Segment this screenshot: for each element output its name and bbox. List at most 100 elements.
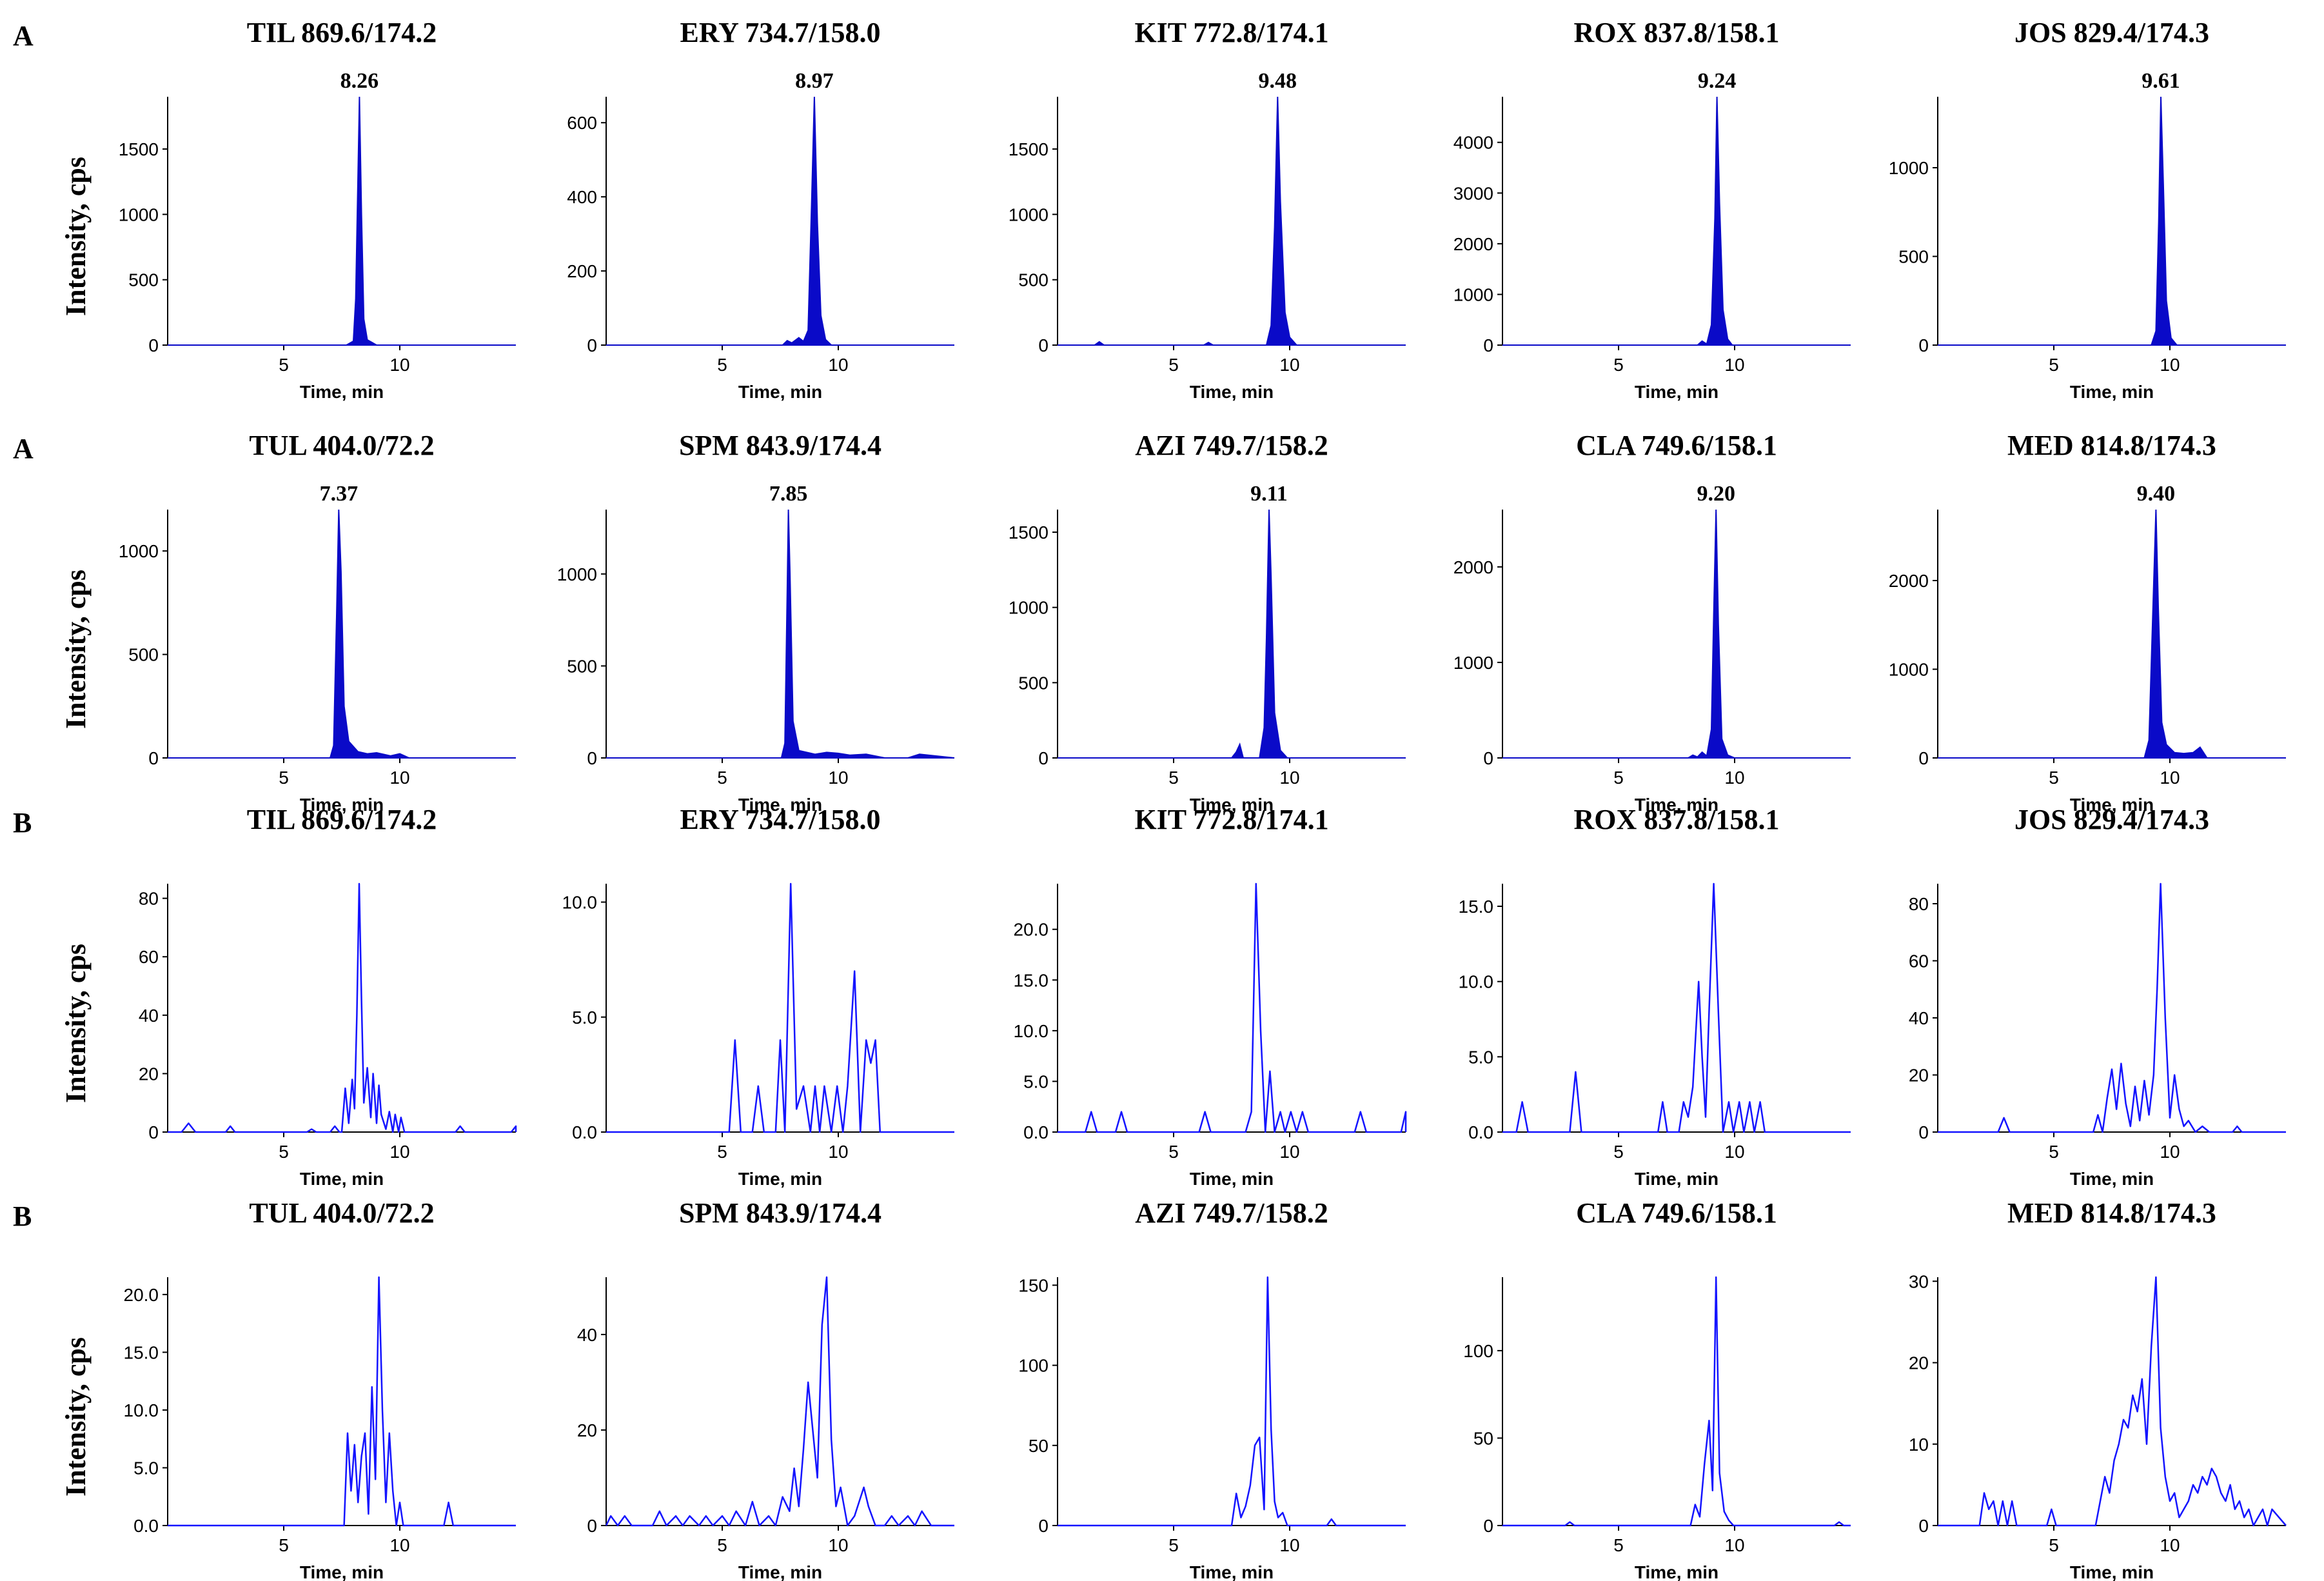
x-tick-label: 5 [717, 355, 727, 375]
y-tick-label: 0 [1918, 1516, 1929, 1536]
x-axis-title: Time, min [300, 1562, 384, 1581]
chromatogram-trace [1058, 1276, 1406, 1527]
chromatogram-panel: JOS 829.4/174.3 0 20 40 60 80 5 10 Time, min [1909, 804, 2286, 1189]
y-tick-label: 2000 [1453, 557, 1493, 577]
y-tick-label: 100 [1463, 1341, 1493, 1361]
x-tick-label: 5 [2049, 768, 2059, 788]
y-tick-label: 0.0 [572, 1122, 597, 1142]
x-axis-title: Time, min [1190, 1562, 1274, 1581]
peak-area [1058, 509, 1406, 759]
y-tick-label: 1000 [1453, 653, 1493, 673]
x-tick-label: 5 [2049, 1535, 2059, 1555]
y-tick-label: 0 [587, 748, 597, 768]
y-tick-label: 0 [1038, 1516, 1049, 1536]
y-tick-label: 5.0 [1468, 1047, 1493, 1067]
chart-title: AZI 749.7/158.2 [1135, 1197, 1328, 1229]
peak-area [606, 509, 955, 759]
y-tick-label: 500 [1898, 247, 1929, 267]
x-tick-label: 10 [1724, 768, 1744, 788]
chromatogram-trace [168, 882, 517, 1133]
x-tick-label: 10 [389, 355, 409, 375]
x-tick-label: 10 [828, 1535, 848, 1555]
peak-label: 9.20 [1697, 482, 1735, 506]
peak-label: 7.37 [320, 482, 359, 506]
chromatogram-trace [1502, 1276, 1851, 1527]
y-tick-label: 15.0 [1459, 897, 1494, 917]
x-tick-label: 5 [1613, 355, 1624, 375]
y-tick-label: 4000 [1453, 133, 1493, 153]
peak-label: 8.97 [795, 69, 834, 93]
chart-title: TUL 404.0/72.2 [249, 1197, 434, 1229]
peak-area [1502, 509, 1851, 759]
chart-title: KIT 772.8/174.1 [1134, 17, 1328, 48]
y-tick-label: 0.0 [133, 1516, 159, 1536]
y-tick-label: 60 [139, 947, 159, 967]
x-axis-title: Time, min [300, 795, 384, 815]
peak-label: 9.40 [2137, 482, 2176, 506]
chromatogram-panel: ERY 734.7/158.0 8.97 0 200 400 600 5 10 Time, mi… [567, 17, 954, 402]
peak-label: 7.85 [769, 482, 808, 506]
y-tick-label: 2000 [1889, 571, 1929, 591]
chromatogram-trace [1938, 882, 2286, 1133]
x-tick-label: 5 [279, 355, 289, 375]
y-tick-label: 5.0 [133, 1458, 159, 1478]
x-axis-title: Time, min [2070, 382, 2154, 402]
x-tick-label: 10 [1279, 355, 1299, 375]
y-tick-label: 20 [139, 1064, 159, 1084]
y-tick-label: 5.0 [572, 1008, 597, 1028]
y-tick-label: 10.0 [562, 893, 598, 913]
x-axis-title: Time, min [1635, 1562, 1718, 1581]
chart-title: SPM 843.9/174.4 [679, 1197, 881, 1229]
chart-title: ERY 734.7/158.0 [680, 17, 881, 48]
chromatogram-panel: AZI 749.7/158.2 0 50 100 150 5 10 Time, min [1018, 1197, 1406, 1581]
row-label: B [13, 807, 32, 839]
chart-title: CLA 749.6/158.1 [1576, 1197, 1777, 1229]
x-tick-label: 10 [1279, 1142, 1299, 1162]
x-axis-title: Time, min [2070, 795, 2154, 815]
row-label: A [13, 20, 34, 52]
chart-title: MED 814.8/174.3 [2007, 430, 2216, 461]
y-tick-label: 1000 [119, 541, 159, 561]
x-axis-title: Time, min [738, 382, 822, 402]
x-tick-label: 10 [389, 1142, 409, 1162]
y-tick-label: 40 [1909, 1008, 1929, 1028]
y-tick-label: 80 [1909, 894, 1929, 914]
peak-area [1502, 96, 1851, 346]
x-tick-label: 5 [1168, 1535, 1179, 1555]
peak-area [168, 96, 516, 346]
y-tick-label: 0.0 [1023, 1122, 1049, 1142]
y-tick-label: 0 [148, 1122, 159, 1142]
y-tick-label: 50 [1473, 1428, 1493, 1448]
y-tick-label: 80 [139, 889, 159, 909]
chromatogram-panel: MED 814.8/174.3 0 10 20 30 5 10 Time, min [1909, 1197, 2287, 1581]
x-axis-title: Time, min [2070, 1169, 2154, 1189]
x-tick-label: 5 [1168, 355, 1179, 375]
y-tick-label: 1000 [1889, 660, 1929, 680]
chromatogram-trace [1502, 882, 1851, 1133]
x-tick-label: 5 [1168, 1142, 1179, 1162]
y-tick-label: 10.0 [1014, 1021, 1049, 1041]
y-tick-label: 0 [1483, 1516, 1493, 1536]
x-tick-label: 10 [389, 1535, 409, 1555]
x-tick-label: 10 [2160, 1535, 2180, 1555]
peak-label: 9.24 [1698, 69, 1737, 93]
x-tick-label: 5 [1613, 768, 1624, 788]
x-tick-label: 10 [1724, 1142, 1744, 1162]
x-tick-label: 10 [1279, 768, 1299, 788]
chromatogram-panel: ROX 837.8/158.1 9.24 0 1000 2000 3000 4000 5 10 T… [1453, 17, 1851, 402]
chart-title: TIL 869.6/174.2 [247, 804, 437, 835]
y-tick-label: 500 [128, 270, 159, 290]
x-tick-label: 5 [1613, 1142, 1624, 1162]
chart-title: JOS 829.4/174.3 [2014, 804, 2209, 835]
x-tick-label: 10 [828, 1142, 848, 1162]
y-tick-label: 500 [128, 645, 159, 665]
x-axis-title: Time, min [1635, 795, 1718, 815]
y-tick-label: 1000 [1453, 284, 1493, 304]
y-tick-label: 1000 [1889, 158, 1929, 178]
x-axis-title: Time, min [1190, 382, 1274, 402]
y-tick-label: 0 [148, 335, 159, 355]
y-tick-label: 0 [1038, 748, 1049, 768]
y-tick-label: 50 [1029, 1436, 1049, 1456]
